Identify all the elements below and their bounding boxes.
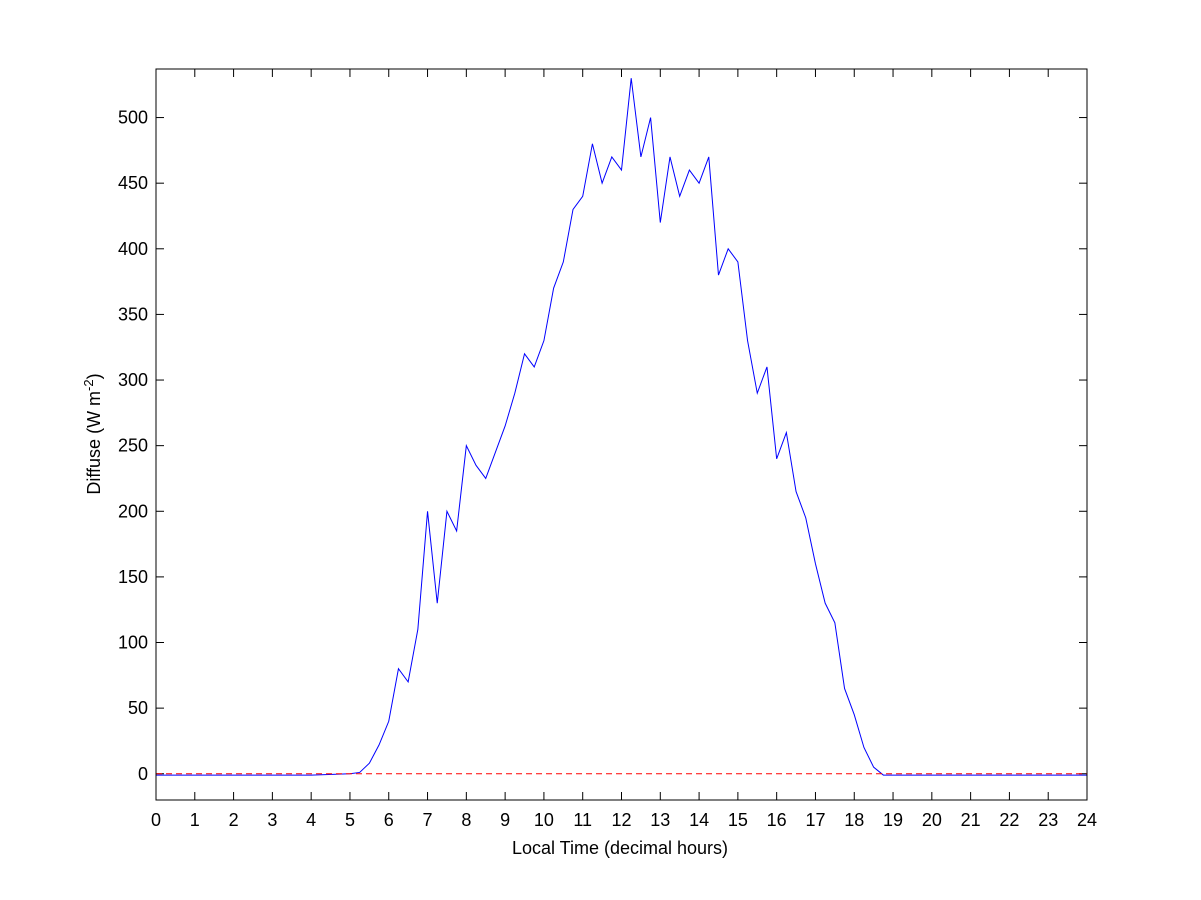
x-tick-label: 6 [384, 810, 394, 830]
x-tick-label: 24 [1077, 810, 1097, 830]
x-tick-label: 8 [461, 810, 471, 830]
x-tick-label: 23 [1038, 810, 1058, 830]
y-tick-label: 100 [118, 633, 148, 653]
y-axis-label-main: Diffuse (W m [84, 391, 104, 495]
x-tick-label: 11 [573, 810, 592, 830]
x-tick-label: 1 [190, 810, 200, 830]
x-tick-label: 18 [844, 810, 864, 830]
plot-frame [155, 68, 1088, 801]
x-axis-label: Local Time (decimal hours) [512, 838, 728, 858]
x-tick-label: 5 [345, 810, 355, 830]
y-axis-label-sup: -2 [81, 379, 96, 391]
y-tick-label: 250 [118, 436, 148, 456]
x-tick-label: 13 [650, 810, 670, 830]
x-tick-label: 17 [805, 810, 825, 830]
x-tick-label: 10 [534, 810, 554, 830]
x-tick-label: 4 [306, 810, 316, 830]
x-tick-label: 2 [229, 810, 239, 830]
data-line [156, 78, 1087, 776]
y-tick-label: 200 [118, 501, 148, 521]
y-tick-label: 300 [118, 370, 148, 390]
y-tick-label: 150 [118, 567, 148, 587]
x-tick-label: 3 [267, 810, 277, 830]
y-tick-label: 500 [118, 108, 148, 128]
y-axis-label: Diffuse (W m-2) [81, 373, 104, 494]
x-tick-label: 12 [611, 810, 631, 830]
x-tick-label: 15 [728, 810, 748, 830]
x-tick-label: 16 [767, 810, 787, 830]
x-tick-label: 22 [999, 810, 1019, 830]
x-tick-label: 20 [922, 810, 942, 830]
x-tick-label: 7 [423, 810, 433, 830]
y-tick-label: 400 [118, 239, 148, 259]
x-tick-label: 21 [961, 810, 981, 830]
x-tick-label: 19 [883, 810, 903, 830]
x-tick-label: 0 [151, 810, 161, 830]
y-tick-label: 0 [138, 764, 148, 784]
y-tick-label: 350 [118, 304, 148, 324]
y-tick-label: 450 [118, 173, 148, 193]
x-tick-label: 9 [500, 810, 510, 830]
y-axis-label-end: ) [84, 373, 104, 379]
y-tick-label: 50 [128, 698, 148, 718]
x-tick-label: 14 [689, 810, 709, 830]
